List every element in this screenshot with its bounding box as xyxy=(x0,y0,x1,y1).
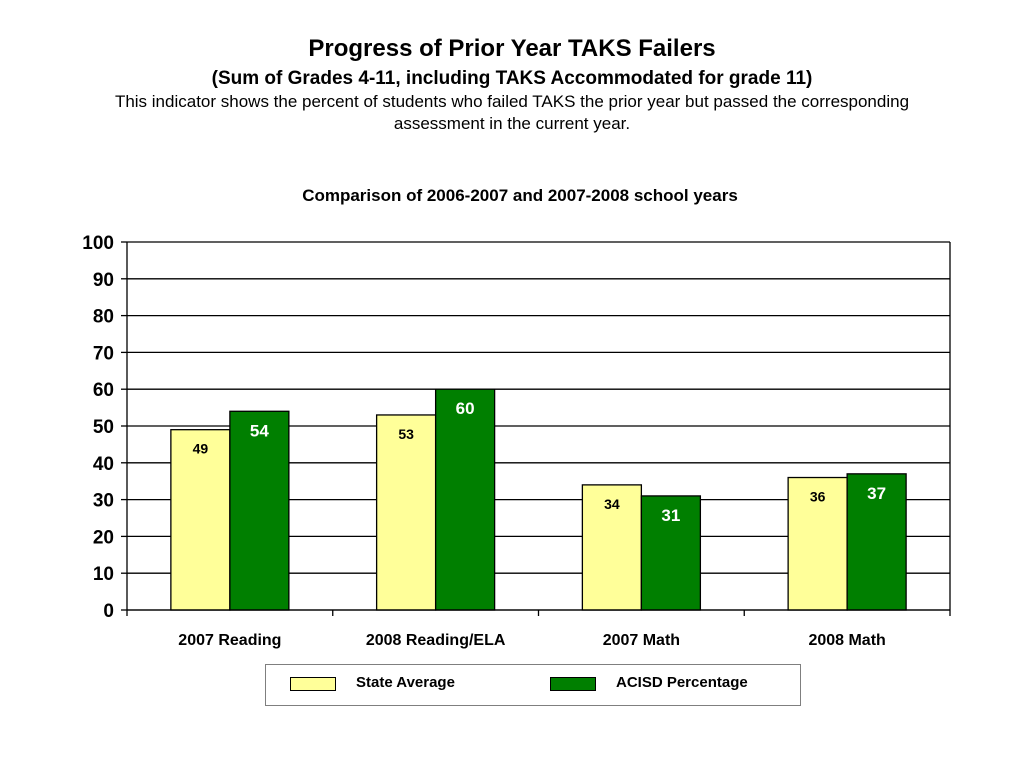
y-tick-label: 0 xyxy=(103,601,114,622)
chart-legend: State Average ACISD Percentage xyxy=(265,664,801,706)
legend-swatch-acisd-percentage xyxy=(550,677,596,691)
data-label: 36 xyxy=(810,489,826,505)
y-tick-label: 80 xyxy=(93,307,114,328)
data-label: 53 xyxy=(398,426,414,442)
bar-acisd-percentage xyxy=(846,473,907,611)
data-label: 37 xyxy=(867,484,886,503)
y-tick-label: 40 xyxy=(93,454,114,475)
legend-swatch-state-average xyxy=(290,677,336,691)
y-tick-label: 100 xyxy=(82,233,114,254)
slide-subtitle: (Sum of Grades 4-11, including TAKS Acco… xyxy=(211,68,813,89)
slide-description: This indicator shows the percent of stud… xyxy=(114,92,910,133)
legend-label-acisd-percentage: ACISD Percentage xyxy=(616,674,748,691)
y-tick-label: 10 xyxy=(93,564,114,585)
x-tick-label: 2008 Math xyxy=(808,632,885,649)
data-label: 31 xyxy=(661,506,680,525)
y-tick-label: 30 xyxy=(93,491,114,512)
data-label: 54 xyxy=(250,421,269,440)
data-label: 49 xyxy=(193,441,209,457)
y-tick-label: 90 xyxy=(93,270,114,291)
slide-header: Progress of Prior Year TAKS Failers (Sum… xyxy=(0,34,1024,135)
legend-label-state-average: State Average xyxy=(356,674,455,691)
y-tick-label: 50 xyxy=(93,417,114,438)
bar-acisd-percentage xyxy=(434,388,496,611)
data-label: 60 xyxy=(456,399,475,418)
y-tick-label: 70 xyxy=(93,343,114,364)
y-tick-label: 20 xyxy=(93,527,114,548)
x-tick-label: 2007 Reading xyxy=(178,632,281,649)
bar-state-average xyxy=(375,414,437,611)
x-tick-label: 2008 Reading/ELA xyxy=(366,632,506,649)
bar-acisd-percentage xyxy=(229,410,290,611)
y-tick-label: 60 xyxy=(93,380,114,401)
data-label: 34 xyxy=(604,496,620,512)
x-tick-label: 2007 Math xyxy=(603,632,680,649)
chart-title: Comparison of 2006-2007 and 2007-2008 sc… xyxy=(302,186,738,205)
bar-state-average xyxy=(170,429,231,611)
slide-title: Progress of Prior Year TAKS Failers xyxy=(308,35,716,62)
